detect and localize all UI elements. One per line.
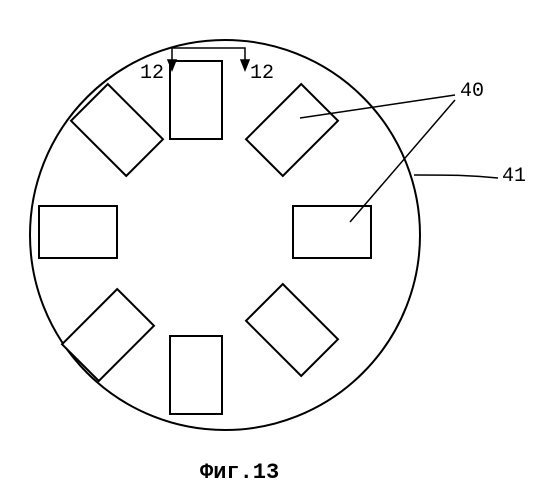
figure-13: 12 12 40 41 Фиг.13 xyxy=(0,0,548,500)
die xyxy=(170,336,222,414)
leader-41 xyxy=(414,175,498,178)
section-label-left: 12 xyxy=(140,62,164,85)
die xyxy=(293,206,371,258)
die xyxy=(170,61,222,139)
die xyxy=(39,206,117,258)
ref-label-41: 41 xyxy=(502,165,526,188)
die xyxy=(246,84,338,176)
ref-label-40: 40 xyxy=(460,80,484,103)
die xyxy=(71,84,163,176)
die-group xyxy=(39,61,371,414)
die xyxy=(62,289,154,381)
die xyxy=(246,284,338,376)
section-label-right: 12 xyxy=(250,62,274,85)
figure-caption: Фиг.13 xyxy=(200,460,279,485)
